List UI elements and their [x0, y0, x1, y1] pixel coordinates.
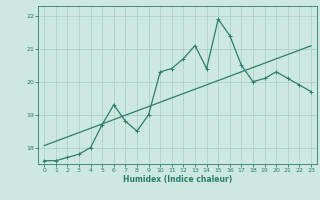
X-axis label: Humidex (Indice chaleur): Humidex (Indice chaleur) [123, 175, 232, 184]
